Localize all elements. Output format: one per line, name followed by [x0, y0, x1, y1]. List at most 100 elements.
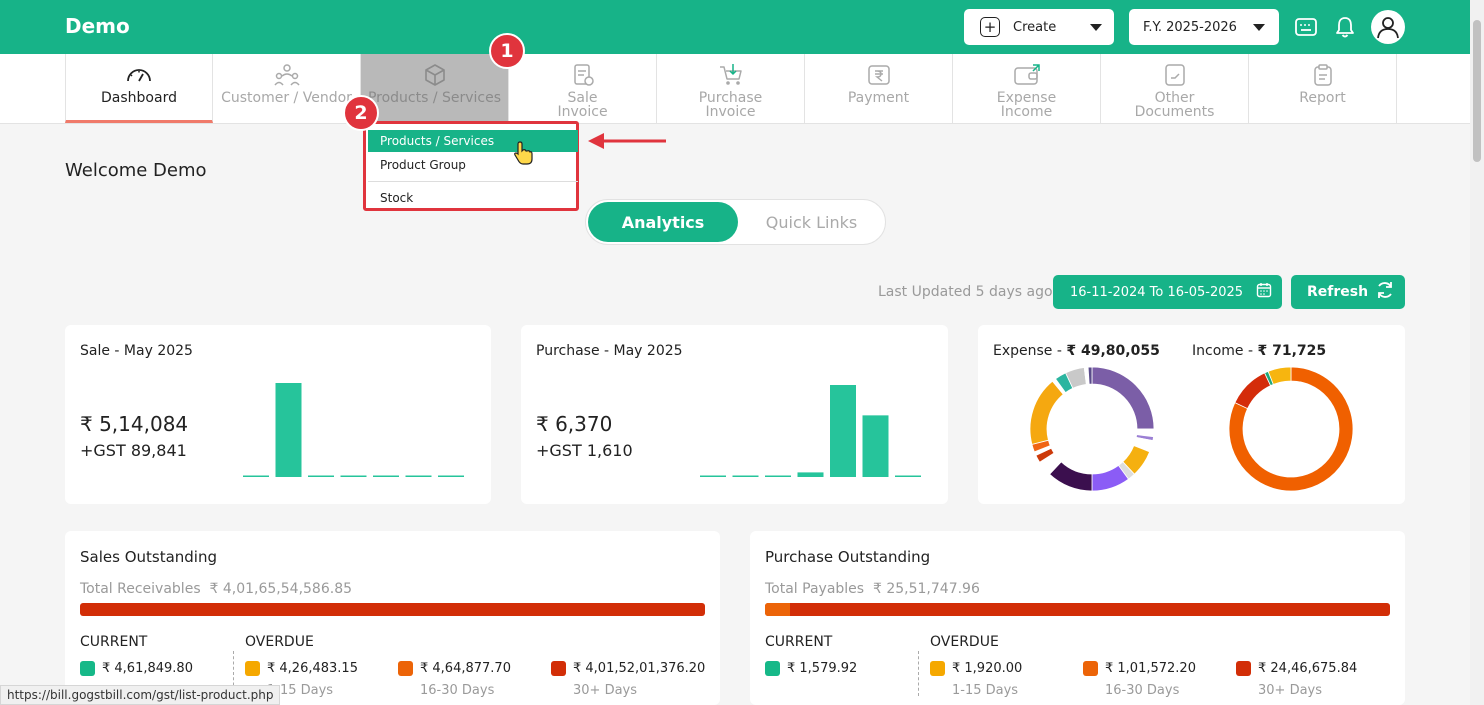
expense-label: Expense -: [993, 343, 1067, 359]
bar-2[interactable]: [308, 475, 334, 478]
days-label: 1-15 Days: [952, 683, 1019, 698]
bar-3[interactable]: [797, 472, 824, 477]
menu-item-stock[interactable]: Stock: [380, 191, 414, 205]
view-toggle: Analytics Quick Links: [585, 199, 886, 245]
legend-swatch: [245, 661, 260, 676]
bar-4[interactable]: [373, 475, 399, 478]
bar-4[interactable]: [830, 385, 856, 477]
current-amount: ₹ 4,61,849.80: [80, 661, 193, 676]
bar-1[interactable]: [732, 475, 759, 478]
menu-item-products-services[interactable]: Products / Services: [368, 130, 578, 152]
days-label: 16-30 Days: [1105, 683, 1180, 698]
nav-label: Payment: [847, 90, 910, 106]
welcome-heading: Welcome Demo: [65, 160, 207, 181]
current-label: CURRENT: [765, 634, 833, 650]
income-slice-0[interactable]: [1228, 366, 1354, 492]
income-slice-3[interactable]: [1267, 366, 1292, 385]
days-label: 30+ Days: [1258, 683, 1323, 698]
nav-products-services[interactable]: Products / Services: [361, 54, 509, 123]
nav-payment[interactable]: Payment: [805, 54, 953, 123]
nav-customer-vendor[interactable]: Customer / Vendor: [213, 54, 361, 123]
fy-select[interactable]: F.Y. 2025-2026: [1129, 9, 1279, 45]
sale-card: Sale - May 2025 ₹ 5,14,084 +GST 89,841: [65, 325, 491, 504]
total-payables-label: Total Payables: [765, 581, 865, 597]
bell-icon[interactable]: [1330, 12, 1360, 42]
divider: [233, 651, 234, 696]
sale-bar-chart: [243, 383, 464, 478]
bar-5[interactable]: [405, 475, 432, 478]
rupee-icon: [867, 63, 891, 87]
nav-other-documents[interactable]: Other Documents: [1101, 54, 1249, 123]
divider: [918, 651, 919, 696]
income-value: ₹ 71,725: [1257, 343, 1327, 359]
sales-outstanding-title: Sales Outstanding: [80, 548, 217, 566]
bar-5[interactable]: [862, 415, 889, 477]
overdue-label: OVERDUE: [930, 634, 999, 650]
nav-label: Dashboard: [101, 90, 177, 106]
legend-swatch: [930, 661, 945, 676]
bar-3[interactable]: [340, 475, 367, 478]
plus-icon: +: [980, 17, 1000, 37]
clipboard-icon: [1312, 63, 1334, 87]
current-amount: ₹ 1,579.92: [765, 661, 857, 676]
bar-1[interactable]: [275, 383, 302, 477]
nav-label: Sale Invoice: [557, 90, 608, 120]
bar-2[interactable]: [765, 475, 791, 478]
amount-text: ₹ 4,64,877.70: [420, 661, 511, 676]
amount-text: ₹ 24,46,675.84: [1258, 661, 1358, 676]
nav-label: Report: [1299, 90, 1346, 106]
user-icon[interactable]: [1371, 10, 1405, 44]
bar-6[interactable]: [895, 475, 921, 478]
annotation-badge-1: 1: [489, 33, 525, 69]
income-label: Income -: [1192, 343, 1258, 359]
bar-0[interactable]: [243, 475, 269, 478]
sales-outstanding-card: Sales Outstanding Total Receivables ₹ 4,…: [65, 531, 720, 705]
refresh-button[interactable]: Refresh: [1291, 275, 1405, 309]
date-range-picker[interactable]: 16-11-2024 To 16-05-2025: [1053, 275, 1282, 309]
expense-slice-12[interactable]: [1029, 380, 1064, 445]
calendar-icon: [1256, 282, 1272, 302]
legend-swatch: [398, 661, 413, 676]
legend-swatch: [551, 661, 566, 676]
expense-slice-0[interactable]: [1091, 366, 1155, 430]
status-bar-url: https://bill.gogstbill.com/gst/list-prod…: [0, 685, 281, 705]
wallet-icon: [1013, 63, 1041, 87]
purchase-bar-chart: [700, 385, 921, 478]
nav-label: Expense Income: [996, 90, 1057, 120]
days-label: 16-30 Days: [420, 683, 495, 698]
sale-gst: +GST 89,841: [80, 441, 187, 460]
page-scrollbar[interactable]: [1470, 0, 1484, 705]
days-label: 1-15 Days: [267, 683, 334, 698]
income-slice-1[interactable]: [1234, 372, 1272, 410]
date-range-label: 16-11-2024 To 16-05-2025: [1070, 284, 1244, 300]
overdue-16-30-amount: ₹ 4,64,877.70: [398, 661, 511, 676]
tab-quick-links[interactable]: Quick Links: [765, 212, 858, 232]
create-button[interactable]: + Create: [964, 9, 1114, 45]
scrollbar-thumb[interactable]: [1473, 20, 1481, 162]
payables-current-segment: [765, 603, 790, 616]
brand-title[interactable]: Demo: [65, 14, 130, 38]
bar-6[interactable]: [438, 475, 464, 478]
nav-sale-invoice[interactable]: Sale Invoice: [509, 54, 657, 123]
days-label: 30+ Days: [573, 683, 638, 698]
purchase-outstanding-card: Purchase Outstanding Total Payables ₹ 25…: [750, 531, 1405, 705]
nav-report[interactable]: Report: [1249, 54, 1397, 123]
purchase-card: Purchase - May 2025 ₹ 6,370 +GST 1,610: [521, 325, 948, 504]
menu-item-product-group[interactable]: Product Group: [380, 158, 466, 172]
keyboard-icon[interactable]: [1291, 12, 1321, 42]
nav-purchase-invoice[interactable]: Purchase Invoice: [657, 54, 805, 123]
sale-title: Sale - May 2025: [80, 343, 193, 359]
overdue-label: OVERDUE: [245, 634, 314, 650]
refresh-icon: [1375, 280, 1395, 304]
nav-label: Purchase Invoice: [698, 90, 763, 120]
legend-swatch: [1236, 661, 1251, 676]
nav-expense-income[interactable]: Expense Income: [953, 54, 1101, 123]
overdue-1-15-amount: ₹ 4,26,483.15: [245, 661, 358, 676]
overdue-30plus-amount: ₹ 4,01,52,01,376.20: [551, 661, 705, 676]
purchase-amount: ₹ 6,370: [536, 412, 613, 436]
nav-dashboard[interactable]: Dashboard: [65, 54, 213, 123]
bar-0[interactable]: [700, 475, 726, 478]
expense-slice-17[interactable]: [1087, 366, 1093, 385]
amount-text: ₹ 4,26,483.15: [267, 661, 358, 676]
tab-analytics[interactable]: Analytics: [588, 202, 738, 242]
